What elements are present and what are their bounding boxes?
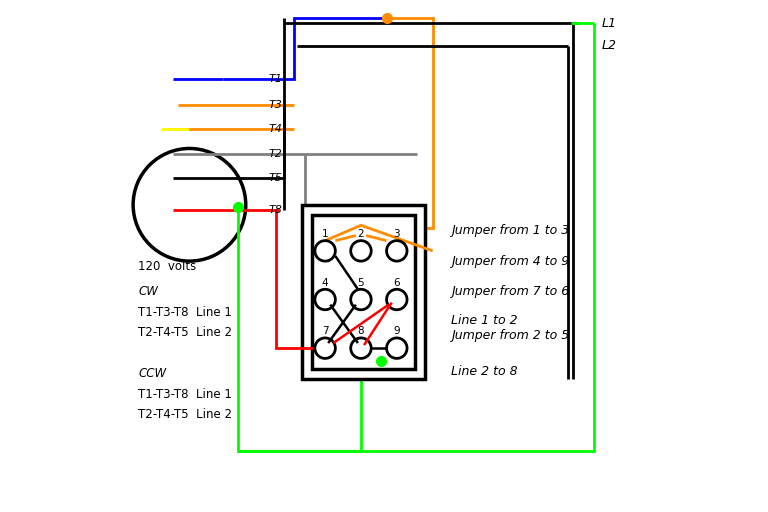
Circle shape [315, 241, 336, 261]
Text: T4: T4 [269, 124, 283, 134]
Text: Line 1 to 2: Line 1 to 2 [451, 313, 517, 327]
Text: T8: T8 [269, 205, 283, 215]
Text: 7: 7 [322, 326, 329, 336]
Text: 6: 6 [393, 278, 400, 288]
Circle shape [351, 338, 371, 358]
Circle shape [386, 289, 407, 310]
Text: 4: 4 [322, 278, 329, 288]
Text: Jumper from 7 to 6: Jumper from 7 to 6 [451, 285, 569, 298]
Text: CCW: CCW [138, 367, 167, 380]
Text: Jumper from 1 to 3: Jumper from 1 to 3 [451, 224, 569, 237]
Text: Jumper from 4 to 9: Jumper from 4 to 9 [451, 254, 569, 268]
Circle shape [386, 338, 407, 358]
Text: Line 2 to 8: Line 2 to 8 [451, 365, 517, 378]
Text: T2-T4-T5  Line 2: T2-T4-T5 Line 2 [138, 408, 232, 421]
Text: 3: 3 [393, 229, 400, 239]
Circle shape [315, 338, 336, 358]
Text: 9: 9 [393, 326, 400, 336]
Text: 2: 2 [358, 229, 364, 239]
Circle shape [351, 289, 371, 310]
Text: CW: CW [138, 285, 158, 298]
Text: 5: 5 [358, 278, 364, 288]
Text: T1-T3-T8  Line 1: T1-T3-T8 Line 1 [138, 306, 232, 319]
Text: T2: T2 [269, 148, 283, 159]
Bar [302, 205, 425, 379]
Text: 120  volts: 120 volts [138, 260, 197, 273]
Text: L1: L1 [601, 16, 617, 30]
Text: L2: L2 [601, 38, 617, 52]
Text: T5: T5 [269, 173, 283, 183]
Circle shape [351, 241, 371, 261]
Text: Jumper from 2 to 5: Jumper from 2 to 5 [451, 329, 569, 342]
Bar [313, 215, 415, 369]
Circle shape [315, 289, 336, 310]
Text: T2-T4-T5  Line 2: T2-T4-T5 Line 2 [138, 326, 232, 339]
Text: 1: 1 [322, 229, 329, 239]
Text: T1-T3-T8  Line 1: T1-T3-T8 Line 1 [138, 388, 232, 401]
Circle shape [386, 241, 407, 261]
Text: 8: 8 [358, 326, 364, 336]
Text: T3: T3 [269, 100, 283, 110]
Text: T1: T1 [269, 74, 283, 84]
